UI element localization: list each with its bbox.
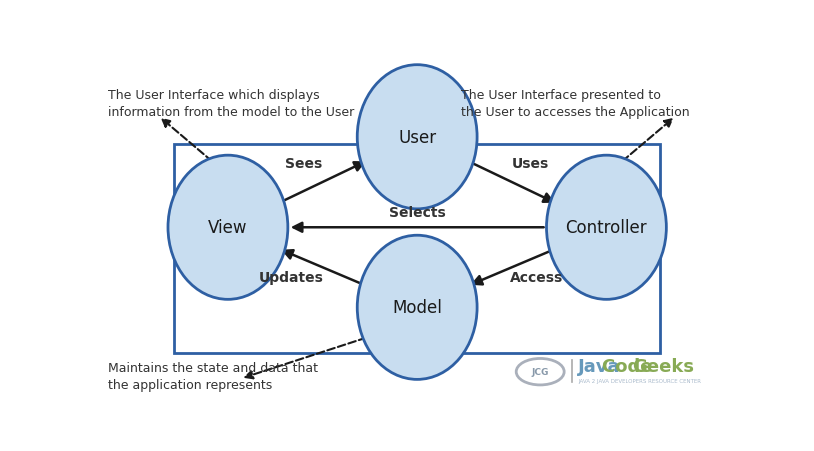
Text: View: View	[208, 219, 247, 237]
Text: Maintains the state and data that
the application represents: Maintains the state and data that the ap…	[108, 361, 318, 391]
Text: Code: Code	[602, 358, 659, 376]
Text: Geeks: Geeks	[632, 358, 694, 376]
Text: Model: Model	[392, 299, 442, 317]
Ellipse shape	[357, 236, 477, 380]
Text: JAVA 2 JAVA DEVELOPERS RESOURCE CENTER: JAVA 2 JAVA DEVELOPERS RESOURCE CENTER	[578, 378, 701, 383]
Text: Uses: Uses	[512, 156, 549, 170]
Ellipse shape	[168, 156, 288, 299]
Ellipse shape	[546, 156, 667, 299]
Text: The User Interface which displays
information from the model to the User: The User Interface which displays inform…	[108, 89, 354, 119]
Text: JCG: JCG	[532, 368, 549, 377]
FancyBboxPatch shape	[174, 144, 660, 353]
Text: Selects: Selects	[389, 205, 445, 219]
Text: The User Interface presented to
the User to accesses the Application: The User Interface presented to the User…	[462, 89, 690, 119]
Text: Java: Java	[578, 358, 627, 376]
Text: Sees: Sees	[285, 156, 322, 170]
Text: User: User	[398, 129, 436, 147]
Text: Access: Access	[510, 270, 563, 284]
Text: Controller: Controller	[566, 219, 647, 237]
Text: Updates: Updates	[259, 270, 323, 284]
Ellipse shape	[357, 65, 477, 209]
